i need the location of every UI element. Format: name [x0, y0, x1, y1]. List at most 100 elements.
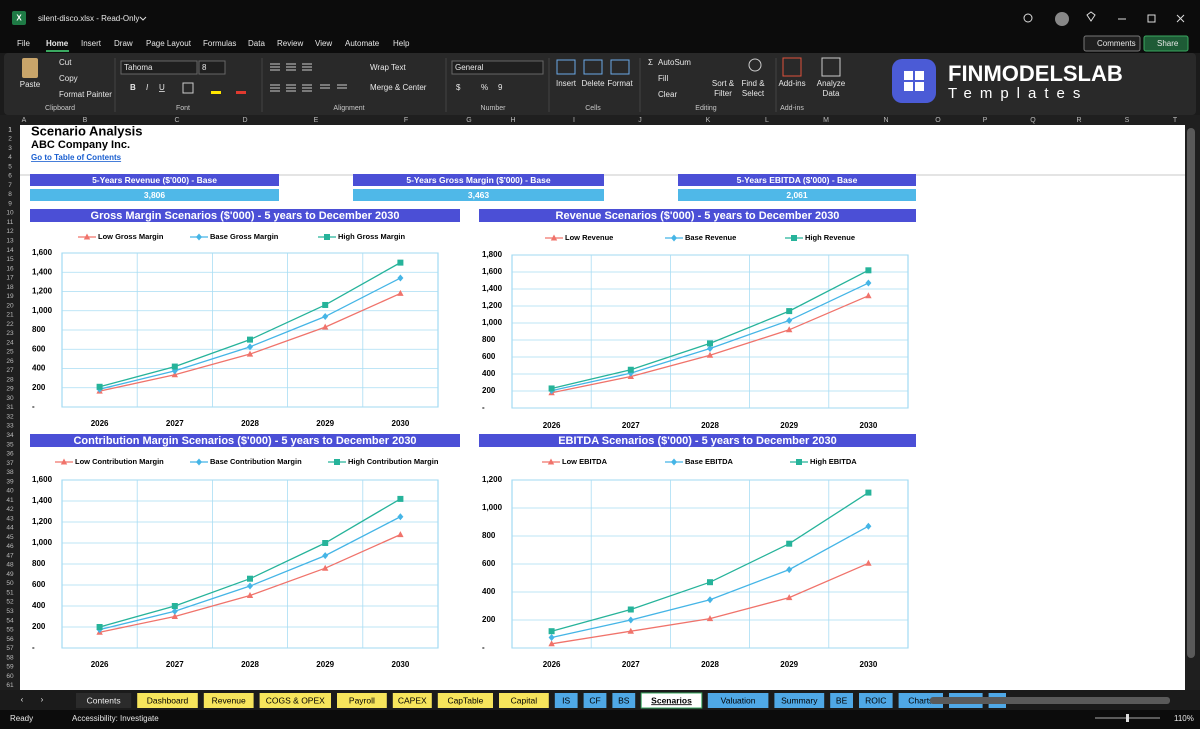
bold-button[interactable]: B — [130, 83, 136, 92]
horizontal-scrollbar[interactable] — [930, 697, 1170, 704]
scroll-thumb[interactable] — [1187, 128, 1195, 658]
sheet-tab[interactable] — [337, 693, 387, 708]
sheet-tab[interactable] — [859, 693, 893, 708]
premium-icon[interactable] — [1086, 11, 1096, 22]
sheet-tab-label[interactable]: Payroll — [349, 695, 375, 705]
sheet-tab[interactable] — [437, 693, 493, 708]
sheet-tab-label[interactable]: Summary — [781, 695, 818, 705]
share-button[interactable] — [1143, 35, 1189, 52]
menu-item[interactable]: Help — [393, 39, 410, 48]
percent-button[interactable]: % — [481, 83, 488, 92]
title-dropdown[interactable] — [139, 16, 147, 21]
sort-label[interactable]: Filter — [714, 89, 732, 98]
sheet-tab[interactable] — [137, 693, 198, 708]
sheet-tab-label[interactable]: Capital — [511, 695, 538, 705]
analyze-label[interactable]: Data — [823, 89, 840, 98]
zoom-level[interactable]: 110% — [1174, 714, 1194, 723]
paste-icon[interactable] — [22, 58, 38, 78]
sigma-icon[interactable]: Σ — [648, 58, 653, 67]
tab-nav-prev[interactable]: ‹ — [21, 695, 24, 704]
menu-item[interactable]: Insert — [81, 39, 102, 48]
find-label[interactable]: Find & — [741, 79, 765, 88]
format-label[interactable]: Format — [607, 79, 633, 88]
sheet-tab[interactable] — [898, 693, 943, 708]
menu-item[interactable]: Data — [248, 39, 265, 48]
wrap-text-label[interactable]: Wrap Text — [370, 63, 406, 72]
sheet-tab-label[interactable]: BE — [836, 695, 848, 705]
comma-button[interactable]: 9 — [498, 83, 503, 92]
toc-link[interactable]: Go to Table of Contents — [31, 153, 122, 162]
font-name-box[interactable] — [120, 60, 198, 75]
format-icon[interactable] — [610, 59, 630, 75]
align-icons[interactable] — [270, 63, 347, 92]
sheet-tab[interactable] — [554, 693, 578, 708]
insert-icon[interactable] — [556, 59, 576, 75]
avatar[interactable] — [1055, 12, 1069, 26]
sheet-tab[interactable] — [830, 693, 853, 708]
delete-label[interactable]: Delete — [581, 79, 605, 88]
sheet-tab-label[interactable]: Valuation — [721, 695, 756, 705]
sheet-tab-label[interactable]: CapTable — [447, 695, 483, 705]
sheet-tab-label[interactable]: Contents — [87, 695, 121, 705]
cut-label[interactable]: Cut — [59, 58, 72, 67]
tab-nav-next[interactable]: › — [41, 695, 44, 704]
sheet-tab[interactable] — [612, 693, 636, 708]
find-label[interactable]: Select — [742, 89, 765, 98]
menu-item[interactable]: Review — [277, 39, 303, 48]
font-size[interactable]: 8 — [202, 63, 207, 72]
number-format[interactable]: General — [455, 63, 484, 72]
format-painter-label[interactable]: Format Painter — [59, 90, 112, 99]
sheet-tab-label[interactable]: Revenue — [212, 695, 246, 705]
fill-label[interactable]: Fill — [658, 74, 668, 83]
menu-item[interactable]: Page Layout — [146, 39, 192, 48]
font-color-button[interactable] — [236, 91, 246, 94]
sheet-tab-label[interactable]: CAPEX — [398, 695, 427, 705]
sheet-tab[interactable] — [774, 693, 825, 708]
analyze-label[interactable]: Analyze — [817, 79, 846, 88]
analyze-icon[interactable] — [821, 57, 841, 77]
sheet-tab[interactable] — [392, 693, 432, 708]
menu-item[interactable]: Home — [46, 39, 69, 48]
sheet-tab-label[interactable]: Charts — [908, 695, 933, 705]
sheet-tab-label[interactable]: IS — [562, 695, 570, 705]
font-name[interactable]: Tahoma — [124, 63, 153, 72]
sheet-tab-label[interactable]: COGS & OPEX — [266, 695, 325, 705]
sheet-tab[interactable] — [259, 693, 331, 708]
clear-label[interactable]: Clear — [658, 90, 677, 99]
sheet-tab[interactable] — [76, 693, 132, 708]
close-button[interactable] — [1176, 14, 1185, 23]
sheet-tab-label[interactable]: Scenarios — [651, 695, 692, 705]
menu-item[interactable]: Automate — [345, 39, 380, 48]
menu-item[interactable]: Draw — [114, 39, 133, 48]
sheet-tab[interactable] — [707, 693, 769, 708]
comments-button[interactable] — [1083, 35, 1141, 52]
insert-label[interactable]: Insert — [556, 79, 577, 88]
autosum-label[interactable]: AutoSum — [658, 58, 691, 67]
sheet-tab-label[interactable]: CF — [589, 695, 600, 705]
delete-icon[interactable] — [583, 59, 603, 75]
restore-button[interactable] — [1147, 14, 1156, 23]
sheet-tab[interactable] — [583, 693, 607, 708]
sheet-tab[interactable] — [640, 692, 703, 709]
menu-item[interactable]: Formulas — [203, 39, 236, 48]
merge-center-label[interactable]: Merge & Center — [370, 83, 427, 92]
window-title[interactable]: silent-disco.xlsx - Read-Only — [38, 14, 139, 23]
zoom-thumb[interactable] — [1126, 714, 1129, 722]
accounting-button[interactable]: $ — [456, 83, 461, 92]
menu-item[interactable]: View — [315, 39, 332, 48]
font-size-box[interactable] — [198, 60, 226, 75]
sheet-tab[interactable] — [499, 693, 549, 708]
sheet-tab-label[interactable]: ROIC — [865, 695, 886, 705]
number-format-box[interactable] — [451, 60, 544, 75]
paste-label[interactable]: Paste — [20, 80, 41, 89]
sort-label[interactable]: Sort & — [712, 79, 735, 88]
fill-color-button[interactable] — [211, 91, 221, 94]
menu-item[interactable]: File — [17, 39, 30, 48]
addins-label[interactable]: Add-ins — [778, 79, 805, 88]
sheet-tab[interactable] — [203, 693, 254, 708]
addins-icon[interactable] — [782, 57, 802, 77]
borders-button[interactable] — [182, 82, 194, 94]
sheet-tab-label[interactable]: BS — [618, 695, 630, 705]
share-label[interactable]: Share — [1157, 39, 1179, 48]
underline-button[interactable]: U — [159, 83, 165, 92]
